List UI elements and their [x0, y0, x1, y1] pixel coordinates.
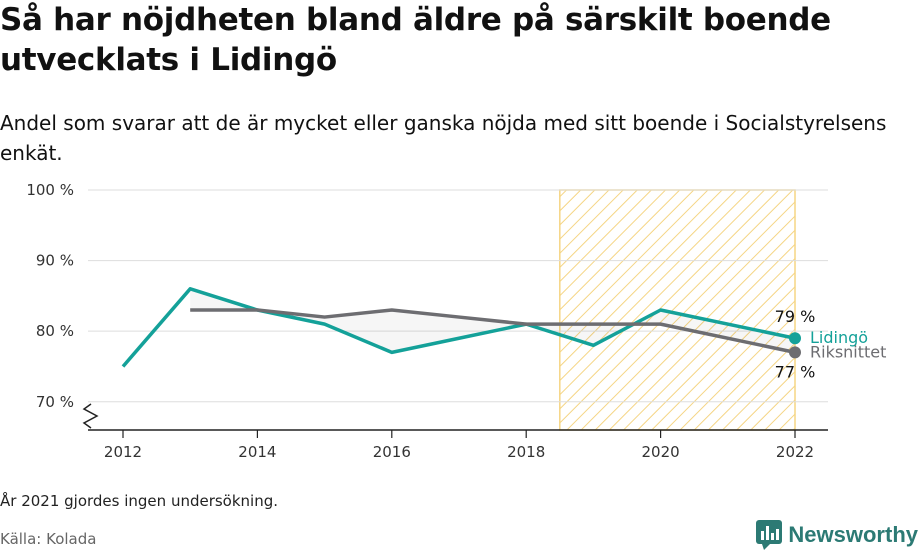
x-tick-label: 2012: [104, 443, 142, 461]
chart-subtitle: Andel som svarar att de är mycket eller …: [0, 111, 887, 165]
series-end-value-label: 79 %: [775, 307, 816, 326]
y-tick-label: 80 %: [36, 322, 74, 340]
line-chart: 70 % 80 % 90 % 100 % 2012 2014 2016 2018 2020 20…: [26, 181, 886, 461]
y-tick-label: 70 %: [36, 393, 74, 411]
axis-break-icon: [82, 403, 99, 429]
x-tick-label: 2020: [642, 443, 680, 461]
chart-title: Så har nöjdheten bland äldre på särskilt…: [0, 2, 831, 78]
brand-name: Newsworthy: [788, 522, 918, 547]
series-end-marker: [789, 332, 801, 345]
highlight-period: [559, 189, 796, 431]
series-name-label: Riksnittet: [810, 342, 886, 361]
series-line-riks: [190, 308, 796, 355]
brand: Newsworthy: [756, 520, 918, 550]
source-text: Källa: Kolada: [0, 530, 97, 548]
x-tick-label: 2018: [507, 443, 545, 461]
x-tick-label: 2022: [776, 443, 814, 461]
series-line-lidingo: [121, 287, 796, 368]
newsworthy-logo-icon: [756, 520, 783, 550]
series-name-label: Lidingö: [810, 328, 868, 347]
series-end-value-label: 77 %: [775, 362, 816, 381]
footnote: År 2021 gjordes ingen undersökning.: [0, 492, 279, 510]
y-tick-label: 90 %: [36, 252, 74, 270]
x-tick-label: 2014: [238, 443, 276, 461]
x-tick-label: 2016: [373, 443, 411, 461]
y-tick-label: 100 %: [26, 181, 74, 199]
series-end-marker: [789, 346, 801, 359]
